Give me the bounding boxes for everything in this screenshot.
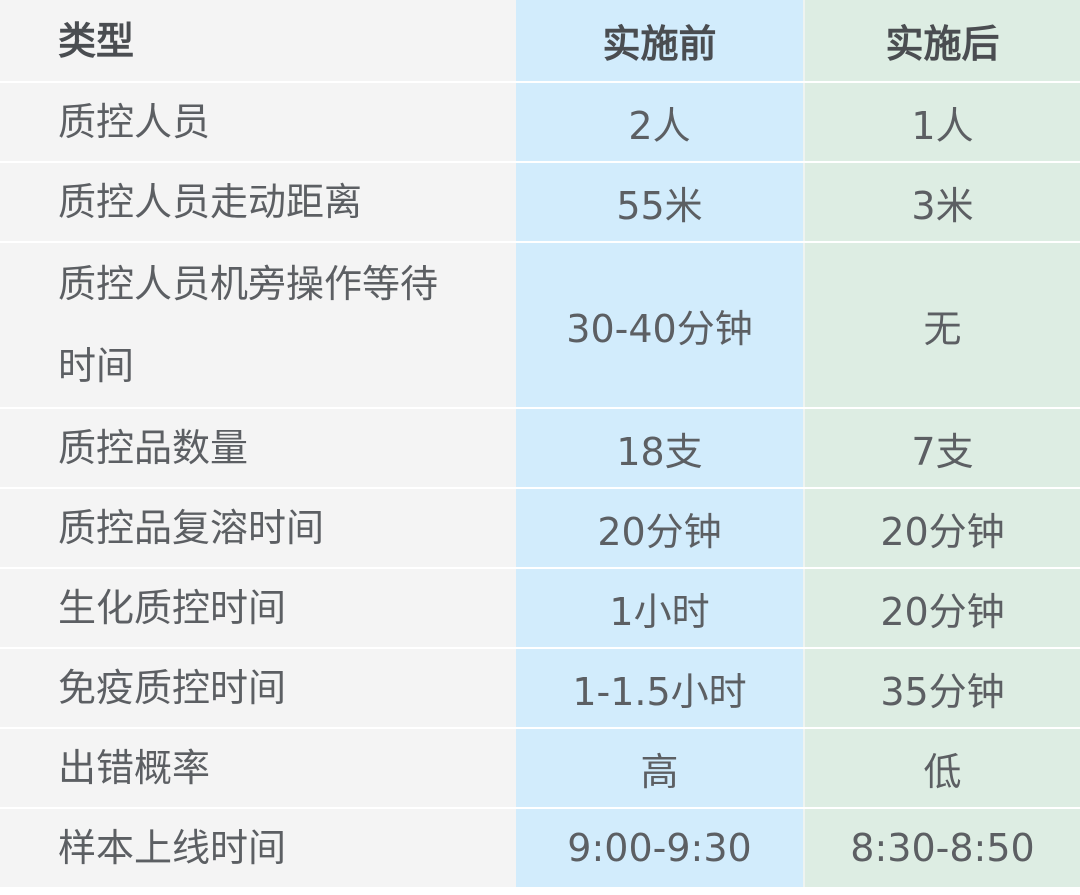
row-after: 8:30-8:50 — [804, 808, 1080, 889]
row-type: 免疫质控时间 — [0, 648, 516, 729]
row-after: 20分钟 — [804, 488, 1080, 569]
row-after: 无 — [804, 242, 1080, 409]
row-after: 3米 — [804, 162, 1080, 243]
row-before: 18支 — [516, 408, 805, 489]
row-before: 20分钟 — [516, 488, 805, 569]
row-type: 出错概率 — [0, 728, 516, 809]
table-row: 质控人员 2人 1人 — [0, 82, 1080, 163]
row-before: 9:00-9:30 — [516, 808, 805, 889]
row-type: 质控品复溶时间 — [0, 488, 516, 569]
row-before: 2人 — [516, 82, 805, 163]
row-before: 1-1.5小时 — [516, 648, 805, 729]
row-before: 30-40分钟 — [516, 242, 805, 409]
row-type: 生化质控时间 — [0, 568, 516, 649]
row-type: 质控人员机旁操作等待时间 — [0, 242, 516, 409]
row-after: 7支 — [804, 408, 1080, 489]
table-row: 质控人员机旁操作等待时间 30-40分钟无 — [0, 242, 1080, 409]
header-row: 类型 实施前 实施后 — [0, 0, 1080, 83]
header-after: 实施后 — [804, 0, 1080, 83]
row-type: 样本上线时间 — [0, 808, 516, 889]
table-row: 质控人员走动距离 55米 3米 — [0, 162, 1080, 243]
header-type: 类型 — [0, 0, 516, 83]
row-type: 质控人员走动距离 — [0, 162, 516, 243]
row-after: 1人 — [804, 82, 1080, 163]
table-row: 质控品复溶时间 20分钟 20分钟 — [0, 488, 1080, 569]
row-after: 35分钟 — [804, 648, 1080, 729]
table-row: 生化质控时间 1小时 20分钟 — [0, 568, 1080, 649]
row-before: 55米 — [516, 162, 805, 243]
table-row: 免疫质控时间 1-1.5小时 35分钟 — [0, 648, 1080, 729]
row-after: 20分钟 — [804, 568, 1080, 649]
row-type: 质控品数量 — [0, 408, 516, 489]
header-before: 实施前 — [516, 0, 805, 83]
table-row: 质控品数量 18支 7支 — [0, 408, 1080, 489]
row-before: 1小时 — [516, 568, 805, 649]
row-before: 高 — [516, 728, 805, 809]
table-row: 出错概率高低 — [0, 728, 1080, 809]
row-after: 低 — [804, 728, 1080, 809]
row-type: 质控人员 — [0, 82, 516, 163]
table-row: 样本上线时间 9:00-9:30 8:30-8:50 — [0, 808, 1080, 889]
